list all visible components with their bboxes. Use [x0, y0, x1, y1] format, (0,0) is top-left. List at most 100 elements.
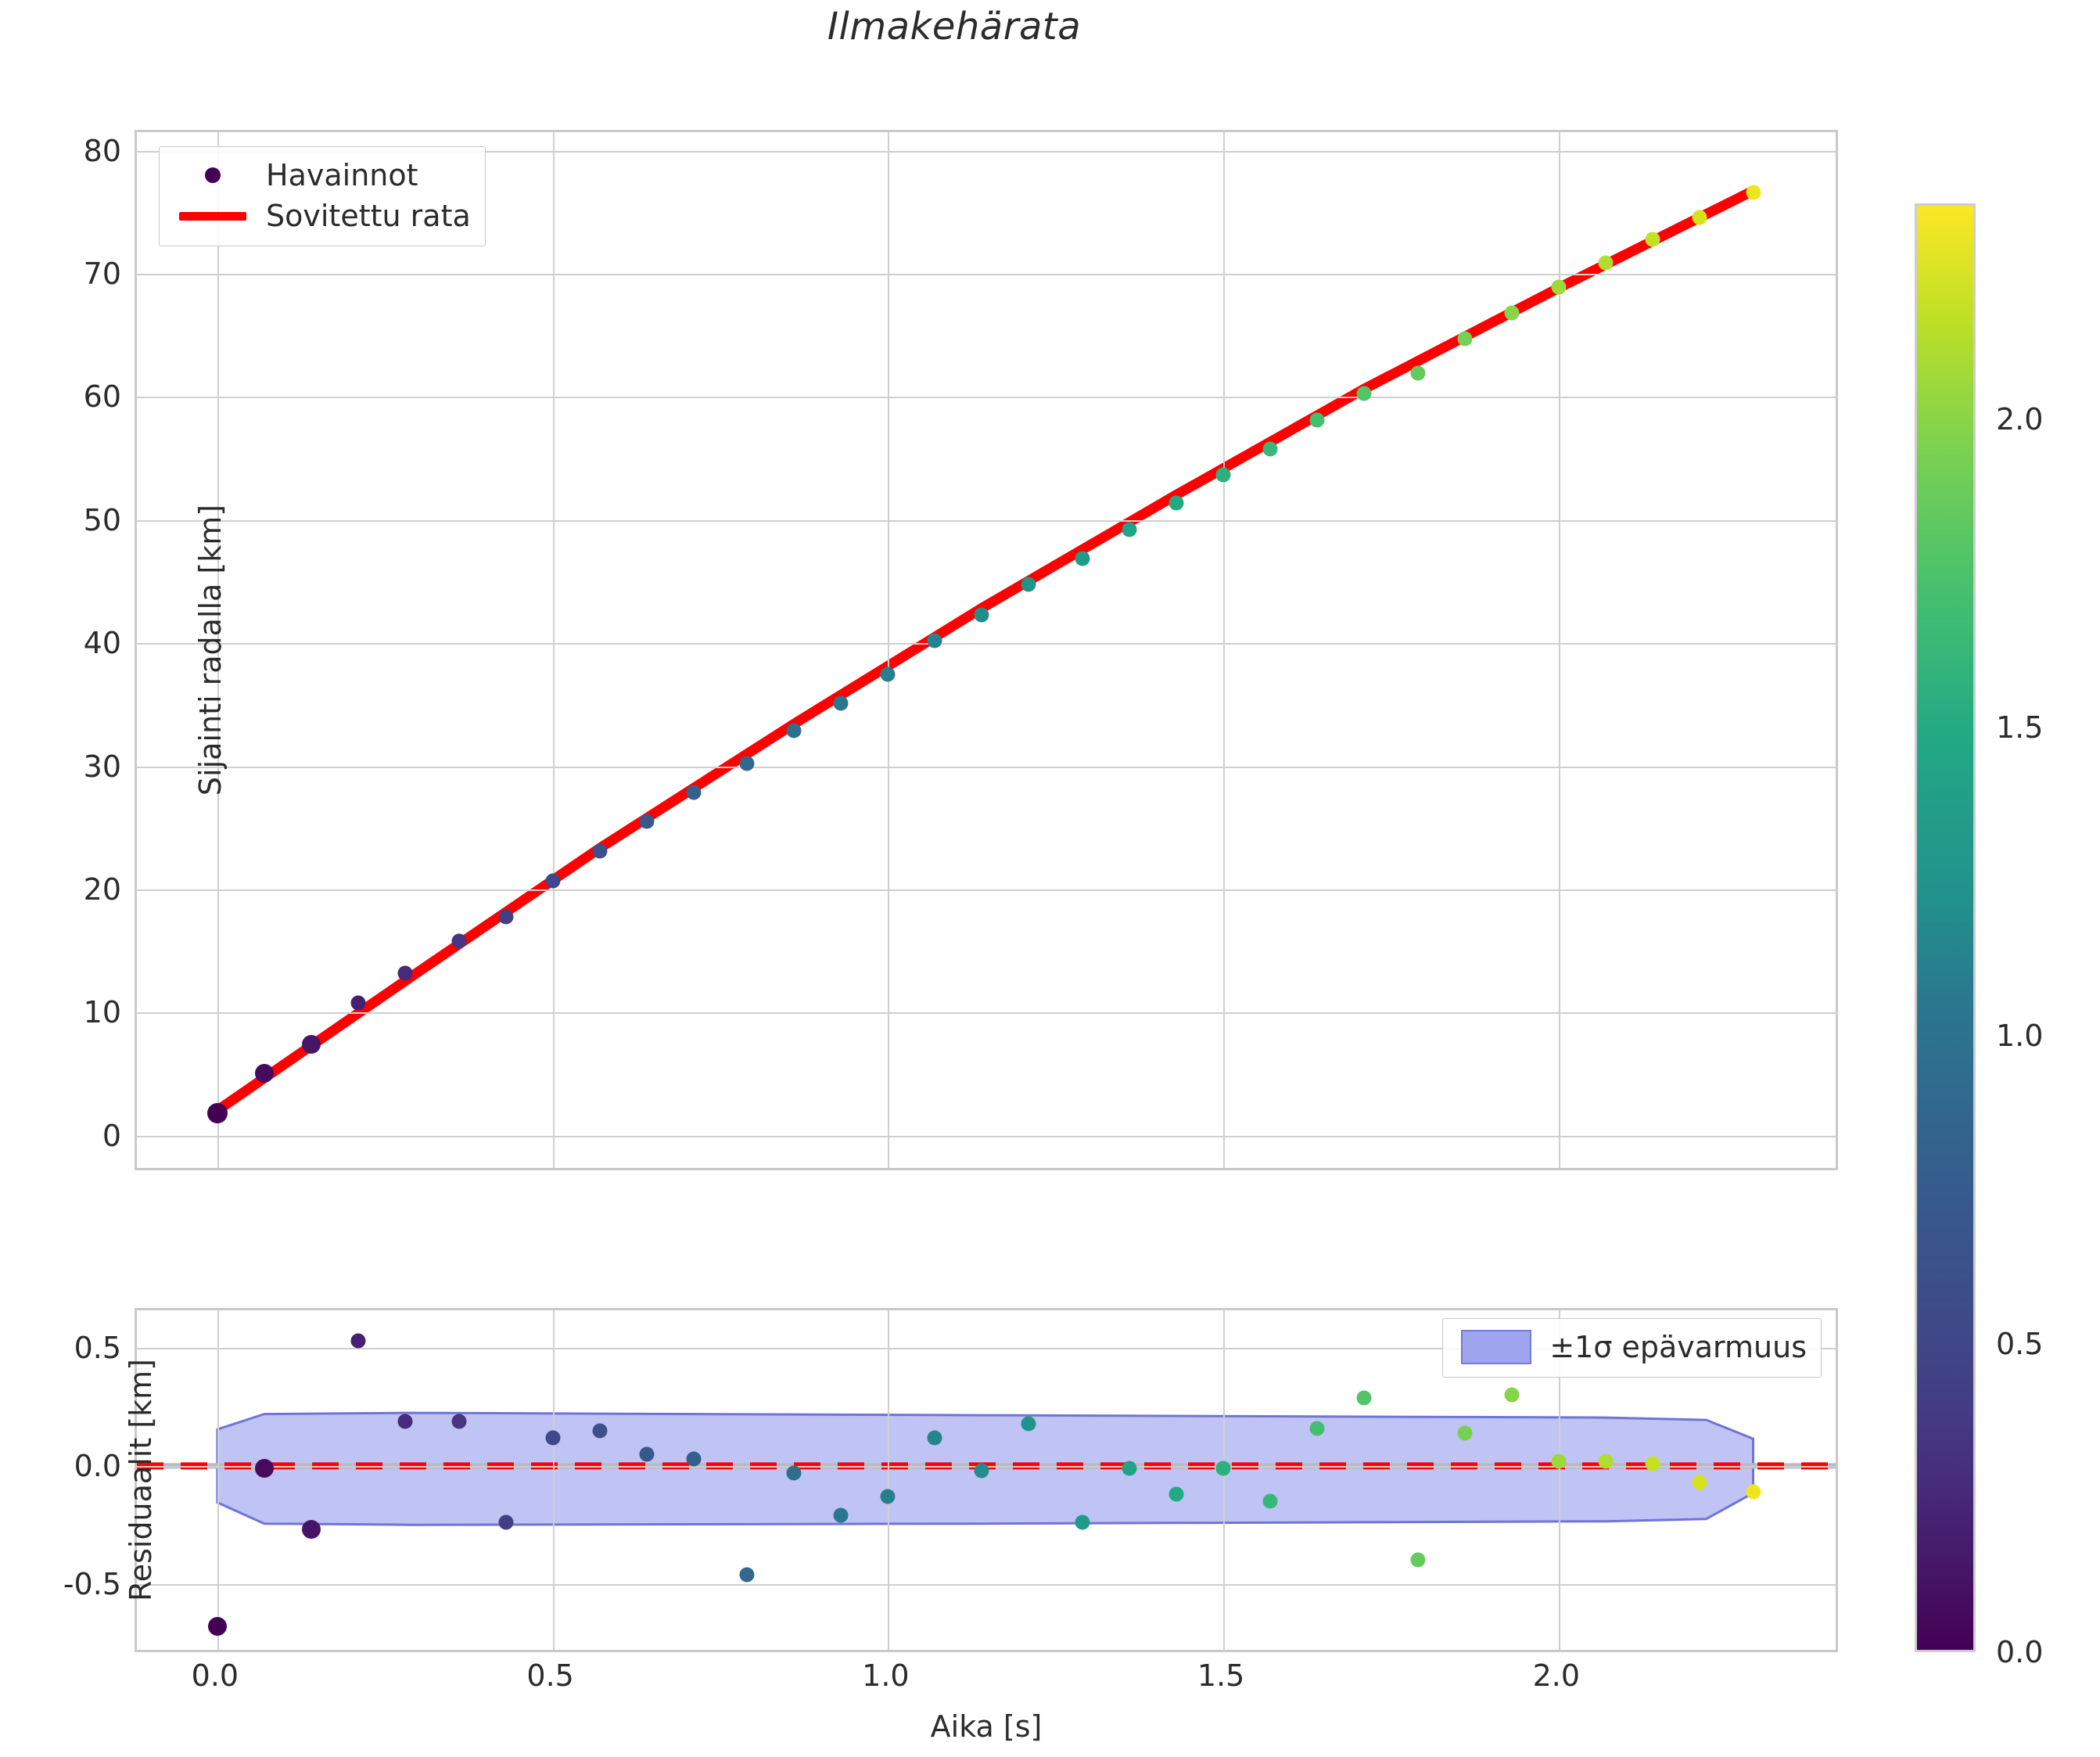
observation-point — [545, 873, 561, 889]
band-patch-icon — [1454, 1330, 1538, 1364]
observation-point — [1692, 210, 1707, 225]
residual-point — [1645, 1456, 1660, 1471]
observation-point — [686, 785, 702, 800]
residual-point — [786, 1465, 802, 1481]
residual-gridline-horizontal — [137, 1583, 1836, 1586]
residual-gridline-vertical — [1558, 1310, 1560, 1650]
residual-point — [350, 1333, 366, 1349]
observation-point — [1457, 331, 1473, 347]
residual-plot-area — [137, 1310, 1836, 1650]
main-y-tick-label: 80 — [83, 133, 121, 168]
residual-legend: ±1σ epävarmuus — [1442, 1318, 1822, 1378]
residual-point — [1262, 1493, 1278, 1509]
observation-point — [880, 667, 896, 682]
observation-point — [1122, 522, 1137, 537]
legend-label-sovitettu-rata: Sovitettu rata — [266, 199, 471, 233]
main-gridline-vertical — [217, 132, 219, 1168]
observation-point — [1551, 279, 1567, 295]
line-icon — [171, 211, 255, 221]
residual-point — [545, 1430, 561, 1446]
residual-point — [1075, 1514, 1090, 1530]
main-legend: Havainnot Sovitettu rata — [159, 146, 486, 246]
residual-gridline-horizontal — [137, 1348, 1836, 1350]
main-gridline-horizontal — [137, 397, 1836, 399]
legend-label-havainnot: Havainnot — [266, 158, 418, 192]
residual-point — [451, 1414, 467, 1429]
main-y-tick-label: 40 — [83, 626, 121, 661]
main-gridline-vertical — [1558, 132, 1560, 1168]
legend-item-sovitettu-rata[interactable]: Sovitettu rata — [171, 196, 471, 236]
residual-point — [974, 1463, 989, 1479]
x-tick-label: 0.5 — [526, 1658, 574, 1693]
residual-point — [833, 1507, 849, 1523]
main-gridline-horizontal — [137, 766, 1836, 768]
observation-point — [1598, 255, 1614, 271]
residual-y-axis-label: Residuaalit [km] — [123, 1359, 158, 1601]
observation-point — [206, 1103, 228, 1124]
observation-point — [592, 843, 608, 859]
observation-point — [739, 756, 755, 771]
main-plot-area — [137, 132, 1836, 1168]
residual-point — [301, 1520, 321, 1540]
legend-item-havainnot[interactable]: Havainnot — [171, 155, 471, 196]
legend-label-uncertainty: ±1σ epävarmuus — [1549, 1330, 1807, 1364]
observation-point — [1075, 551, 1090, 566]
residual-gridline-vertical — [888, 1310, 890, 1650]
main-gridline-vertical — [1223, 132, 1226, 1168]
main-gridline-horizontal — [137, 1012, 1836, 1015]
main-gridline-horizontal — [137, 889, 1836, 891]
residual-point — [1457, 1425, 1473, 1441]
main-y-tick-label: 0 — [102, 1118, 121, 1153]
observation-point — [451, 933, 467, 949]
residual-point — [1309, 1421, 1325, 1436]
colorbar-tick-label: 1.5 — [1996, 710, 2044, 745]
observation-point — [1746, 185, 1761, 200]
observation-point — [498, 909, 514, 925]
colorbar-tick-label: 0.5 — [1996, 1326, 2044, 1361]
fitted-trajectory-line — [212, 185, 1758, 1116]
main-y-axis-label: Sijainti radalla [km] — [193, 504, 228, 796]
observation-point — [1645, 232, 1660, 247]
observation-point — [1504, 305, 1520, 321]
residual-plot-axes: ±1σ epävarmuus Residuaalit [km] 0.5 0.0 -0… — [63, 1308, 1838, 1652]
main-gridline-horizontal — [137, 519, 1836, 522]
main-gridline-horizontal — [137, 1135, 1836, 1137]
residual-point — [880, 1489, 896, 1504]
main-y-tick-label: 70 — [83, 257, 121, 291]
main-y-tick-label: 10 — [83, 995, 121, 1030]
residual-point — [1122, 1461, 1137, 1476]
residual-point — [1551, 1453, 1567, 1469]
residual-gridline-vertical — [217, 1310, 219, 1650]
main-y-tick-label: 20 — [83, 871, 121, 907]
residual-point — [1504, 1387, 1520, 1403]
residual-point — [1168, 1486, 1184, 1502]
colorbar-group: Aika [s] 0.00.51.01.52.0 — [1915, 203, 2095, 1669]
main-y-tick-label: 50 — [83, 502, 121, 537]
legend-item-uncertainty[interactable]: ±1σ epävarmuus — [1454, 1327, 1807, 1367]
scatter-dot-icon — [171, 167, 255, 183]
residual-point — [927, 1430, 942, 1446]
observation-point — [1021, 577, 1036, 592]
main-y-tick-label: 30 — [83, 749, 121, 784]
residual-gridline-vertical — [552, 1310, 555, 1650]
x-tick-label: 2.0 — [1532, 1658, 1581, 1693]
observation-point — [1168, 495, 1184, 511]
main-plot-axes: Havainnot Sovitettu rata Sijainti radall… — [84, 130, 1838, 1170]
colorbar-tick-label: 1.0 — [1996, 1018, 2044, 1053]
residual-point — [1746, 1484, 1761, 1500]
residual-gridline-vertical — [1223, 1310, 1226, 1650]
residual-point — [739, 1567, 755, 1583]
page-title: Ilmakehärata — [827, 5, 1082, 49]
x-tick-label: 1.0 — [862, 1658, 910, 1693]
residual-point — [397, 1414, 413, 1429]
residual-point — [1410, 1552, 1426, 1568]
main-gridline-horizontal — [137, 274, 1836, 275]
observation-point — [1215, 467, 1231, 483]
x-tick-label: 1.5 — [1197, 1658, 1245, 1693]
main-gridline-horizontal — [137, 150, 1836, 153]
residual-point — [1215, 1461, 1231, 1476]
residual-point — [1356, 1390, 1372, 1405]
main-gridline-vertical — [888, 132, 890, 1168]
observation-point — [1309, 412, 1325, 428]
residual-point — [498, 1514, 514, 1530]
